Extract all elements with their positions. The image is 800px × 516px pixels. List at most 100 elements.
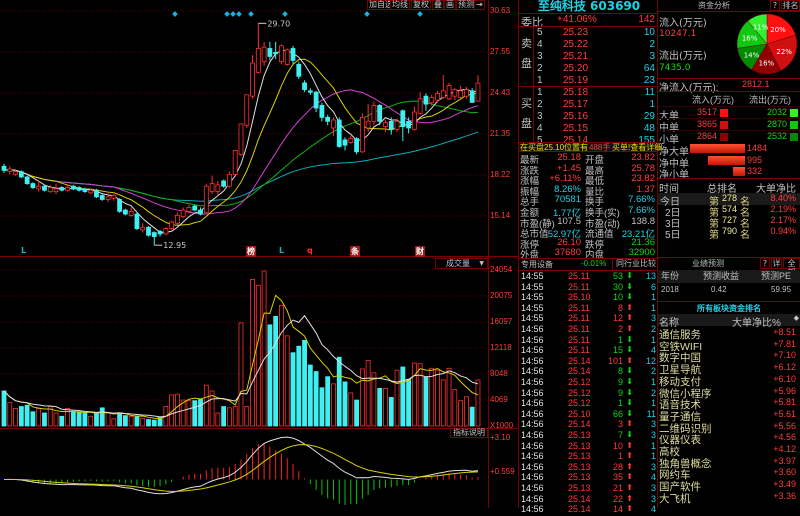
info-diamond-icon[interactable] [282,11,288,17]
forecast-header: 年份 预测收益 预测PE [658,270,800,283]
flow-row: 小单 2864 2532 [658,130,800,146]
info-diamond-icon[interactable] [172,11,178,17]
volume-bar [117,412,122,427]
ask-level-row[interactable]: 3 25.21 3 [519,51,657,63]
sector-row[interactable]: 移动支付 +6.10 [658,374,800,388]
bid-level-row[interactable]: 5 25.14 155 [519,135,657,147]
volume-bar [122,415,128,427]
candle-body [82,188,88,192]
ask-level-row[interactable]: 4 25.22 2 [519,39,657,51]
sector-row[interactable]: 国产软件 +3.49 [658,479,800,493]
info-diamond-icon[interactable] [417,11,423,17]
event-marker[interactable]: L [21,246,27,255]
stat-value: +1.45 [556,162,581,174]
info-diamond-icon[interactable] [224,11,230,17]
sector-row[interactable]: 通信服务 +8.51 [658,327,800,341]
sector-row[interactable]: 网约车 +3.60 [658,467,800,481]
pin-icon[interactable]: ⇥ [474,0,485,10]
candle [198,207,203,216]
flow-out-swatch [790,109,798,117]
ask-level-row[interactable]: 5 25.23 10 [519,27,657,39]
volume-bar [435,369,440,427]
sector-row[interactable]: 仪器仪表 +4.56 [658,432,800,446]
stat-row: 总手 70581 换手 7.66% [519,194,657,208]
bid-level-row[interactable]: 2 25.17 1 [519,99,657,111]
candle-body [475,82,481,102]
candle-body [250,62,255,97]
bid-level-row[interactable]: 3 25.16 29 [519,111,657,123]
sector-row[interactable]: 高校 +4.12 [658,444,800,458]
sector-value: +5.56 [773,420,796,431]
event-marker[interactable]: q [307,246,313,255]
tick-price: 25.12 [568,387,591,398]
forecast-detail-button[interactable]: 详 [771,258,782,269]
net-bar-row: 净大单 1484 [658,143,800,158]
toolbar-button[interactable]: 画 [444,0,456,10]
bid-level-row[interactable]: 4 25.15 48 [519,123,657,135]
forecast-help-button[interactable]: ? [760,258,770,269]
industry-compare-button[interactable]: 同行业比较 [612,258,659,270]
funds-rank-button[interactable]: 排名 [781,0,800,11]
chevron-down-icon: ▼ [479,260,484,267]
arrow-up-icon: ⬆ [626,483,633,492]
event-marker[interactable]: 条 [350,246,360,257]
event-marker[interactable]: L [279,246,285,255]
candlestick-chart[interactable]: 29.70 12.95 [0,0,488,256]
sector-value-header[interactable]: 大单净比% [732,318,781,329]
tick-volume: 101 [607,355,623,366]
sector-row[interactable]: 语音技术 +5.81 [658,397,800,411]
toolbar-button[interactable]: 均线 [390,0,410,10]
notice-link[interactable]: 买单!查看详细 [612,143,663,152]
volume-chart[interactable] [0,258,488,428]
chart-area[interactable]: 29.70 12.95 加自选 均线 复权叠画预测 ⇥ 30.63 27.55 24.43 2… [0,0,518,508]
sector-value: +6.12 [773,362,796,373]
level-number: 2 [537,99,543,110]
candle-body [284,49,290,65]
sector-row[interactable]: 独角兽概念 +3.97 [658,456,800,470]
level-volume: 11 [644,87,655,98]
sector-row[interactable]: 空铁WIFI +7.81 [658,339,800,353]
info-diamond-icon[interactable] [248,11,254,17]
sector-row[interactable]: 微信小程序 +5.96 [658,386,800,400]
detail-label: 详 [772,259,781,268]
level-volume: 155 [638,135,655,146]
sector-row[interactable]: 卫星导航 +6.12 [658,362,800,376]
ask-level-row[interactable]: 1 25.19 23 [519,75,657,87]
info-diamond-icon[interactable] [230,11,236,17]
sort-down-icon[interactable]: ◆ [793,315,799,322]
toolbar-button[interactable]: 叠 [432,0,444,10]
rank-suffix: 名 [740,230,750,241]
candle [221,179,227,188]
sector-row[interactable]: 量子通信 +5.61 [658,409,800,423]
info-diamond-icon[interactable] [364,11,370,17]
sector-name: 独角兽概念 [659,457,712,470]
macd-chart[interactable] [0,428,488,508]
candle-body [273,52,279,55]
tick-time: 14:56 [521,504,544,515]
event-marker[interactable]: 榜 [246,246,256,257]
tick-count: 1 [650,377,656,387]
candle-body [423,95,429,105]
ask-level-row[interactable]: 2 25.20 64 [519,63,657,75]
forecast-all-button[interactable]: 全部 [783,258,800,277]
toolbar-button[interactable]: 复权 [411,0,431,10]
big-order-notice[interactable]: 在买盘25.10位置有 488手 买单!查看详细 [519,142,662,152]
volume-indicator-select[interactable]: 成交量 ▼ [435,258,488,269]
stat-label: 跌停 [585,239,605,251]
stat-value: 23.21亿 [621,229,655,241]
sector-row[interactable]: 数字中国 +7.10 [658,350,800,364]
level-number: 4 [537,39,543,50]
sector-name-header[interactable]: 名称 [659,318,679,329]
arrow-up-icon: ⬆ [626,355,633,365]
bid-level-row[interactable]: 1 25.18 11 [519,87,657,99]
toolbar-button[interactable]: 预测 [456,0,476,10]
indicator-help-button[interactable]: 指标说明 [450,428,488,438]
arrow-down-icon: ⬇ [626,271,633,280]
info-diamond-icon[interactable] [236,11,242,17]
funds-help-button[interactable]: ? [770,0,780,11]
sector-row[interactable]: 大飞机 +3.36 [658,491,800,505]
event-marker[interactable]: 财 [415,246,425,257]
tick-time: 14:56 [521,408,544,419]
sector-row[interactable]: 二维码识别 +5.56 [658,420,800,435]
sector-name: 二维码识别 [659,422,712,435]
